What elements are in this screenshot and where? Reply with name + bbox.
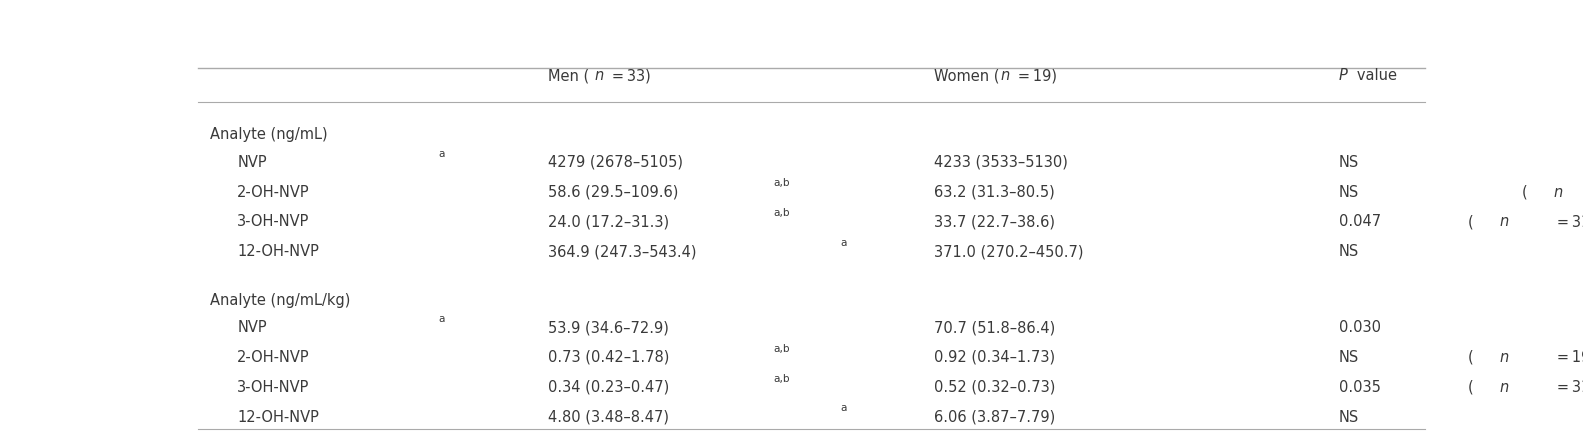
Text: 2-OH-NVP: 2-OH-NVP	[237, 184, 310, 200]
Text: 58.6 (29.5–109.6): 58.6 (29.5–109.6)	[548, 184, 682, 200]
Text: 3-OH-NVP: 3-OH-NVP	[237, 380, 310, 395]
Text: n: n	[1000, 68, 1010, 83]
Text: 364.9 (247.3–543.4): 364.9 (247.3–543.4)	[548, 244, 697, 259]
Text: NVP: NVP	[237, 155, 268, 170]
Text: 0.34 (0.23–0.47): 0.34 (0.23–0.47)	[548, 380, 673, 395]
Text: Men (: Men (	[548, 68, 589, 83]
Text: NS: NS	[1339, 350, 1360, 365]
Text: 63.2 (31.3–80.5): 63.2 (31.3–80.5)	[934, 184, 1059, 200]
Text: value: value	[1353, 68, 1396, 83]
Text: NS: NS	[1339, 184, 1360, 200]
Text: 4.80 (3.48–8.47): 4.80 (3.48–8.47)	[548, 410, 668, 425]
Text: a: a	[841, 238, 847, 248]
Text: a,b: a,b	[773, 344, 790, 354]
Text: NS: NS	[1339, 155, 1360, 170]
Text: a,b: a,b	[773, 208, 790, 218]
Text: Women (: Women (	[934, 68, 999, 83]
Text: 0.73 (0.42–1.78): 0.73 (0.42–1.78)	[548, 350, 673, 365]
Text: P: P	[1339, 68, 1347, 83]
Text: 0.047: 0.047	[1339, 214, 1380, 229]
Text: 3-OH-NVP: 3-OH-NVP	[237, 214, 310, 229]
Text: 12-OH-NVP: 12-OH-NVP	[237, 410, 320, 425]
Text: 2-OH-NVP: 2-OH-NVP	[237, 350, 310, 365]
Text: (: (	[1521, 184, 1528, 200]
Text: NS: NS	[1339, 410, 1360, 425]
Text: 0.030: 0.030	[1339, 320, 1380, 335]
Text: Analyte (ng/mL): Analyte (ng/mL)	[211, 127, 328, 142]
Text: 33.7 (22.7–38.6): 33.7 (22.7–38.6)	[934, 214, 1059, 229]
Text: 0.92 (0.34–1.73): 0.92 (0.34–1.73)	[934, 350, 1059, 365]
Text: 6.06 (3.87–7.79): 6.06 (3.87–7.79)	[934, 410, 1056, 425]
Text: 4279 (2678–5105): 4279 (2678–5105)	[548, 155, 682, 170]
Text: = 31): = 31)	[1555, 214, 1583, 229]
Text: 4233 (3533–5130): 4233 (3533–5130)	[934, 155, 1069, 170]
Text: 12-OH-NVP: 12-OH-NVP	[237, 244, 320, 259]
Text: a,b: a,b	[773, 374, 790, 384]
Text: n: n	[594, 68, 603, 83]
Text: NS: NS	[1339, 244, 1360, 259]
Text: Analyte (ng/mL/kg): Analyte (ng/mL/kg)	[211, 293, 350, 308]
Text: = 19): = 19)	[1555, 350, 1583, 365]
Text: NVP: NVP	[237, 320, 268, 335]
Text: n: n	[1499, 380, 1509, 395]
Text: (: (	[1467, 214, 1474, 229]
Text: = 19): = 19)	[1015, 68, 1057, 83]
Text: a: a	[438, 149, 445, 159]
Text: = 33): = 33)	[609, 68, 651, 83]
Text: (: (	[1467, 380, 1474, 395]
Text: 371.0 (270.2–450.7): 371.0 (270.2–450.7)	[934, 244, 1083, 259]
Text: n: n	[1499, 350, 1509, 365]
Text: 24.0 (17.2–31.3): 24.0 (17.2–31.3)	[548, 214, 673, 229]
Text: (: (	[1467, 350, 1474, 365]
Text: n: n	[1555, 184, 1562, 200]
Text: n: n	[1499, 214, 1509, 229]
Text: 53.9 (34.6–72.9): 53.9 (34.6–72.9)	[548, 320, 668, 335]
Text: 70.7 (51.8–86.4): 70.7 (51.8–86.4)	[934, 320, 1056, 335]
Text: a: a	[438, 314, 445, 324]
Text: 0.52 (0.32–0.73): 0.52 (0.32–0.73)	[934, 380, 1061, 395]
Text: a: a	[841, 403, 847, 414]
Text: = 31): = 31)	[1555, 380, 1583, 395]
Text: 0.035: 0.035	[1339, 380, 1380, 395]
Text: a,b: a,b	[773, 179, 790, 188]
